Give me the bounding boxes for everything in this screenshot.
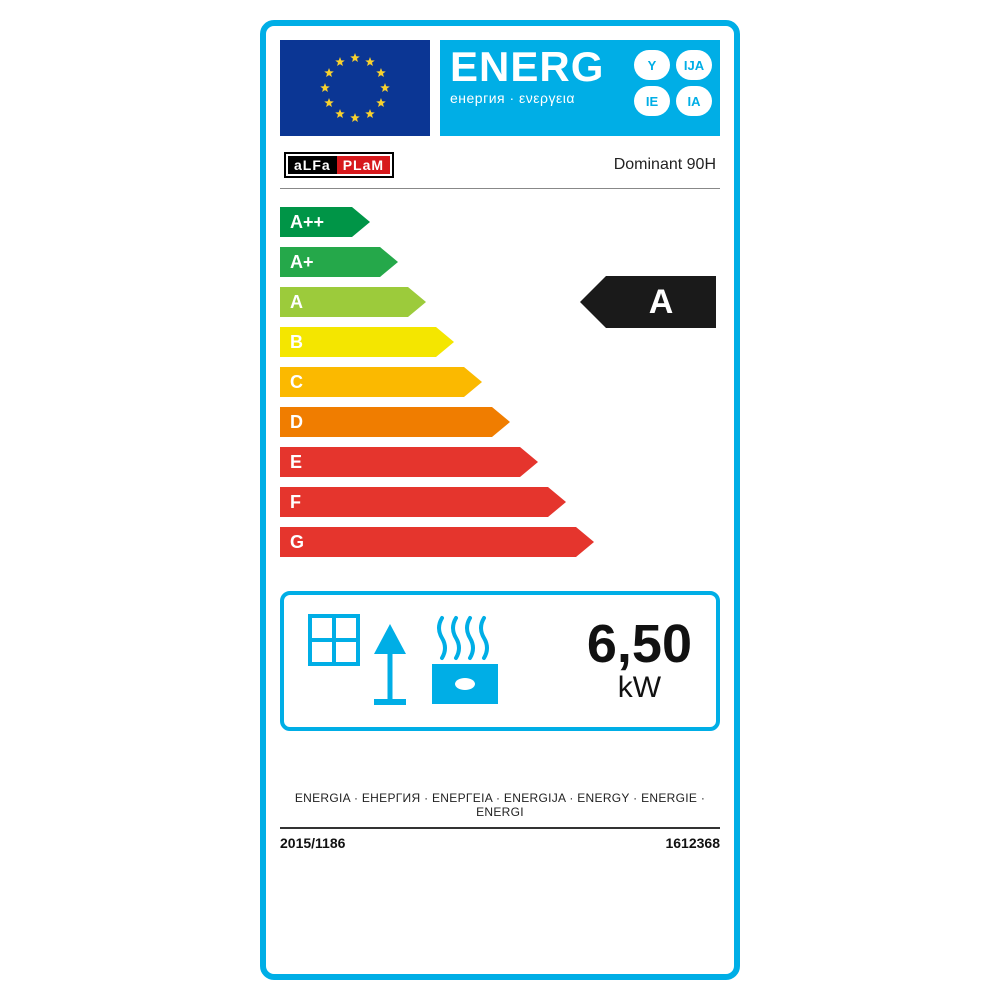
efficiency-bar-label: F [280,487,548,517]
efficiency-bar-label: A+ [280,247,380,277]
efficiency-bar-tip [520,447,538,477]
efficiency-bar: D [280,407,510,437]
efficiency-bar: A++ [280,207,370,237]
footer-divider [280,827,720,829]
header: ENERG енергия · ενεργεια YIJAIEIA [280,40,720,136]
power-box: 6,50 kW [280,591,720,731]
rating-tip [580,276,606,328]
brand-alpha: aLFa [288,156,337,174]
power-unit: kW [587,671,692,705]
power-number: 6,50 [587,617,692,671]
model-name: Dominant 90H [614,156,716,174]
efficiency-bar-tip [576,527,594,557]
rating-letter: A [606,276,716,328]
efficiency-bar-tip [492,407,510,437]
lang-pill: Y [634,50,670,80]
heater-icon [302,606,512,716]
efficiency-bar-label: A [280,287,408,317]
brand-plam: PLaM [337,156,390,174]
power-value: 6,50 kW [587,617,692,705]
lang-pill: IE [634,86,670,116]
efficiency-bar-label: B [280,327,436,357]
energia-line: ENERGIA · ЕНЕРГИЯ · ΕΝΕΡΓΕΙΑ · ENERGIJA … [280,791,720,819]
efficiency-bar-tip [436,327,454,357]
efficiency-bar-tip [464,367,482,397]
rating-pointer: A [580,276,716,328]
language-pills: YIJAIEIA [634,50,712,116]
eu-flag-icon [280,40,430,136]
efficiency-bar-label: G [280,527,576,557]
label-code: 1612368 [665,835,720,851]
efficiency-bar: A+ [280,247,398,277]
efficiency-bar-tip [408,287,426,317]
regulation: 2015/1186 [280,835,345,851]
lang-pill: IA [676,86,712,116]
brand-badge: aLFa PLaM [284,152,394,178]
efficiency-bar-tip [548,487,566,517]
efficiency-bar: G [280,527,594,557]
energy-label: ENERG енергия · ενεργεια YIJAIEIA aLFa P… [260,20,740,980]
efficiency-bar-label: E [280,447,520,477]
efficiency-bar: A [280,287,426,317]
divider [280,188,720,189]
efficiency-bar: E [280,447,538,477]
efficiency-bar: F [280,487,566,517]
lang-pill: IJA [676,50,712,80]
efficiency-bar-label: D [280,407,492,437]
supplier-row: aLFa PLaM Dominant 90H [280,152,720,178]
efficiency-bar-tip [352,207,370,237]
energ-header: ENERG енергия · ενεργεια YIJAIEIA [440,40,720,136]
efficiency-bar-label: A++ [280,207,352,237]
efficiency-bar-label: C [280,367,464,397]
efficiency-bar: C [280,367,482,397]
efficiency-bar-tip [380,247,398,277]
efficiency-bar: B [280,327,454,357]
footer-row: 2015/1186 1612368 [280,835,720,851]
efficiency-scale: A A++A+ABCDEFG [280,207,720,567]
